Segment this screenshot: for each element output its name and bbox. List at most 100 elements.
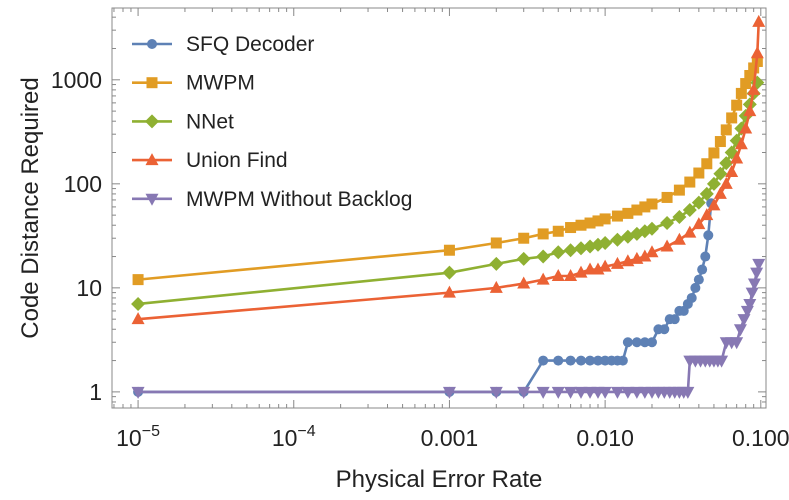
data-point-sfq-decoder xyxy=(622,337,633,348)
data-point-union-find xyxy=(660,239,674,252)
data-point-mwpm-without-backlog xyxy=(598,386,612,399)
data-point-mwpm-without-backlog xyxy=(564,386,578,399)
data-point-nnet xyxy=(706,176,721,191)
data-point-sfq-decoder xyxy=(686,292,697,303)
series-nnet xyxy=(131,75,765,311)
data-point-mwpm-without-backlog xyxy=(733,324,747,337)
data-point-mwpm-without-backlog xyxy=(743,298,757,311)
data-point-sfq-decoder xyxy=(659,324,670,335)
data-point-mwpm xyxy=(735,87,747,99)
data-point-mwpm xyxy=(714,136,726,148)
data-point-union-find xyxy=(692,217,706,230)
data-point-nnet xyxy=(131,296,146,311)
data-point-union-find xyxy=(747,82,761,95)
data-point-mwpm-without-backlog xyxy=(715,355,729,368)
data-point-mwpm xyxy=(661,191,673,203)
legend-label: SFQ Decoder xyxy=(186,33,314,56)
y-tick-label: 1000 xyxy=(51,67,102,93)
data-point-mwpm-without-backlog xyxy=(489,386,503,399)
data-point-mwpm xyxy=(622,207,634,219)
data-point-mwpm-without-backlog xyxy=(750,267,764,280)
data-point-union-find xyxy=(707,198,721,211)
data-point-mwpm-without-backlog xyxy=(517,386,531,399)
legend-item-sfq-decoder: SFQ Decoder xyxy=(132,33,314,56)
legend: SFQ Decoder MWPM NNet Union Find MWPM Withou… xyxy=(132,33,412,211)
data-point-union-find xyxy=(743,104,757,117)
legend-label: MWPM Without Backlog xyxy=(186,188,412,211)
data-point-union-find xyxy=(489,280,503,293)
data-point-mwpm-without-backlog xyxy=(747,278,761,291)
legend-label: MWPM xyxy=(186,72,255,95)
data-point-sfq-decoder xyxy=(585,355,596,366)
series-mwpm-without-backlog xyxy=(131,258,766,399)
legend-marker xyxy=(147,39,157,49)
data-point-nnet xyxy=(536,249,551,264)
data-point-mwpm xyxy=(132,274,144,286)
legend-item-mwpm-without-backlog: MWPM Without Backlog xyxy=(132,188,412,211)
data-point-union-find xyxy=(610,256,624,269)
data-point-union-find xyxy=(713,186,727,199)
plot-frame xyxy=(111,7,767,409)
data-point-nnet xyxy=(691,195,706,210)
series-layer xyxy=(131,14,766,399)
data-point-sfq-decoder xyxy=(592,355,603,366)
data-point-mwpm-without-backlog xyxy=(621,386,635,399)
data-point-union-find xyxy=(700,208,714,221)
data-point-nnet xyxy=(660,216,675,231)
axis-ticks xyxy=(112,8,766,409)
data-point-mwpm-without-backlog xyxy=(574,386,588,399)
data-point-union-find xyxy=(564,269,578,282)
data-point-sfq-decoder xyxy=(576,355,587,366)
x-tick-label: 0.010 xyxy=(576,425,634,451)
data-point-union-find xyxy=(442,285,456,298)
data-point-union-find xyxy=(598,259,612,272)
data-point-mwpm xyxy=(673,184,685,196)
data-point-mwpm-without-backlog xyxy=(730,337,744,350)
data-point-sfq-decoder xyxy=(631,337,642,348)
data-point-sfq-decoder xyxy=(693,274,704,285)
data-point-union-find xyxy=(574,265,588,278)
data-point-mwpm xyxy=(611,210,623,222)
data-point-nnet xyxy=(672,209,687,224)
data-point-union-find xyxy=(517,276,531,289)
data-point-union-find xyxy=(752,14,766,27)
data-point-nnet xyxy=(699,186,714,201)
data-point-nnet xyxy=(442,265,457,280)
data-point-mwpm xyxy=(575,219,587,231)
x-tick-label: 10−4 xyxy=(272,423,316,451)
data-point-sfq-decoder xyxy=(697,264,708,275)
data-point-mwpm xyxy=(744,69,756,81)
data-point-sfq-decoder xyxy=(703,230,714,241)
data-point-nnet xyxy=(719,156,734,171)
data-point-mwpm xyxy=(490,237,502,249)
data-point-mwpm xyxy=(701,158,713,170)
data-point-nnet xyxy=(644,221,659,236)
data-point-nnet xyxy=(551,245,566,260)
data-point-union-find xyxy=(131,312,145,325)
axis-tick-labels: 10−5 10−4 0.001 0.010 0.100 1 10 100 1000 xyxy=(51,67,789,451)
data-point-sfq-decoder xyxy=(639,337,650,348)
y-axis-title: Code Distance Required xyxy=(17,77,44,338)
x-tick-label: 0.100 xyxy=(732,425,789,451)
data-point-nnet xyxy=(713,166,728,181)
data-point-mwpm xyxy=(726,112,738,124)
data-point-nnet xyxy=(610,232,625,247)
data-point-union-find xyxy=(536,272,550,285)
y-tick-label: 100 xyxy=(64,171,102,197)
data-point-nnet xyxy=(516,251,531,266)
data-point-nnet xyxy=(574,241,589,256)
data-point-sfq-decoder xyxy=(538,355,549,366)
data-point-mwpm xyxy=(639,201,651,213)
data-point-mwpm xyxy=(731,99,743,111)
data-point-union-find xyxy=(551,269,565,282)
data-point-mwpm xyxy=(720,124,732,136)
data-point-mwpm-without-backlog xyxy=(752,258,766,271)
data-point-nnet xyxy=(598,235,613,250)
data-point-mwpm-without-backlog xyxy=(536,386,550,399)
legend-marker xyxy=(145,193,159,206)
series-sfq-decoder xyxy=(133,198,717,397)
data-point-mwpm xyxy=(584,217,596,229)
x-tick-label: 10−5 xyxy=(116,423,160,451)
data-point-union-find xyxy=(734,137,748,150)
legend-item-nnet: NNet xyxy=(132,110,234,133)
